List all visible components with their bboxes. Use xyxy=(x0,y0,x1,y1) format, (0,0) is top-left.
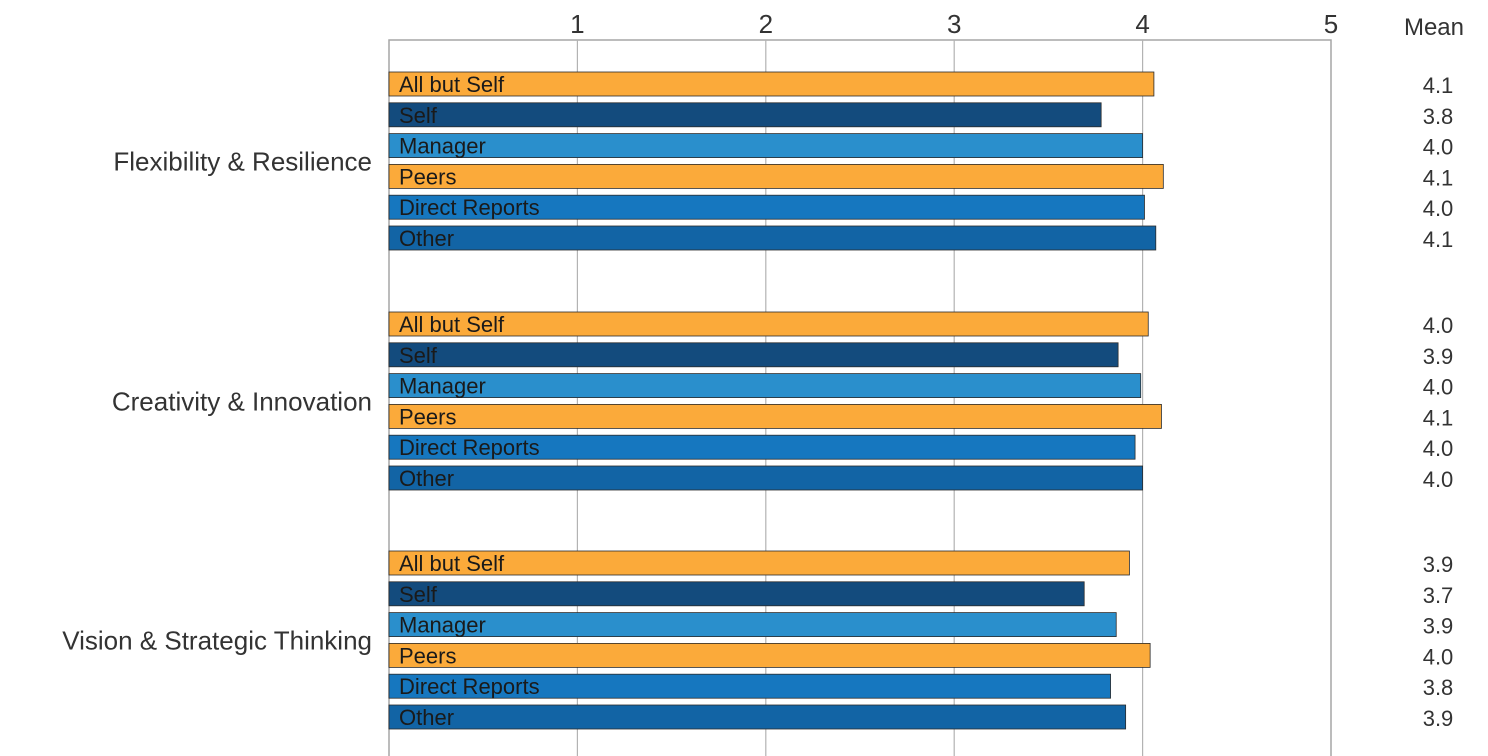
bars-layer xyxy=(388,71,1164,730)
mean-value-1-4: 4.0 xyxy=(1423,436,1454,461)
bar-2-3 xyxy=(388,643,1151,668)
mean-value-2-1: 3.7 xyxy=(1423,583,1454,608)
mean-value-2-3: 4.0 xyxy=(1423,644,1454,669)
bar-1-0 xyxy=(388,311,1149,337)
bar-2-5 xyxy=(388,704,1127,730)
bar-2-0 xyxy=(388,550,1130,576)
mean-value-0-3: 4.1 xyxy=(1423,165,1454,190)
bar-label-1-1: Self xyxy=(399,343,438,368)
bar-1-4 xyxy=(388,434,1136,460)
bar-label-2-0: All but Self xyxy=(399,551,505,576)
bar-1-3 xyxy=(388,403,1162,429)
group-label-1: Creativity & Innovation xyxy=(112,386,372,416)
bar-label-2-5: Other xyxy=(399,705,454,730)
bar-label-0-3: Peers xyxy=(399,164,456,189)
mean-value-1-1: 3.9 xyxy=(1423,344,1454,369)
mean-value-1-5: 4.0 xyxy=(1423,467,1454,492)
mean-value-1-0: 4.0 xyxy=(1423,313,1454,338)
bar-label-1-2: Manager xyxy=(399,374,486,399)
bar-label-0-1: Self xyxy=(399,103,438,128)
mean-value-2-2: 3.9 xyxy=(1423,614,1454,639)
bar-label-2-3: Peers xyxy=(399,643,456,668)
x-tick-label-1: 1 xyxy=(570,9,584,39)
bar-2-2 xyxy=(388,612,1117,637)
bar-label-2-4: Direct Reports xyxy=(399,674,540,699)
bar-0-2 xyxy=(388,133,1143,159)
mean-value-1-3: 4.1 xyxy=(1423,405,1454,430)
x-tick-label-4: 4 xyxy=(1135,9,1149,39)
mean-value-2-4: 3.8 xyxy=(1423,675,1454,700)
mean-value-0-1: 3.8 xyxy=(1423,104,1454,129)
bar-0-1 xyxy=(388,102,1102,128)
bar-1-5 xyxy=(388,465,1143,491)
bar-1-2 xyxy=(388,373,1142,399)
bar-1-1 xyxy=(388,342,1119,368)
bar-2-1 xyxy=(388,581,1085,607)
mean-value-0-4: 4.0 xyxy=(1423,196,1454,221)
x-tick-label-5: 5 xyxy=(1324,9,1338,39)
mean-value-1-2: 4.0 xyxy=(1423,375,1454,400)
bar-label-1-3: Peers xyxy=(399,404,456,429)
bar-label-0-0: All but Self xyxy=(399,72,505,97)
mean-value-0-0: 4.1 xyxy=(1423,73,1454,98)
bar-label-1-5: Other xyxy=(399,466,454,491)
bar-0-4 xyxy=(388,194,1145,220)
x-tick-label-2: 2 xyxy=(759,9,773,39)
bar-label-0-2: Manager xyxy=(399,134,486,159)
group-label-2: Vision & Strategic Thinking xyxy=(62,625,372,655)
x-tick-label-3: 3 xyxy=(947,9,961,39)
mean-value-2-5: 3.9 xyxy=(1423,706,1454,731)
mean-value-0-2: 4.0 xyxy=(1423,135,1454,160)
mean-value-2-0: 3.9 xyxy=(1423,552,1454,577)
mean-header: Mean xyxy=(1404,14,1464,41)
group-label-0: Flexibility & Resilience xyxy=(113,146,372,176)
bar-0-3 xyxy=(388,163,1164,189)
labels-layer: 1 2 3 4 5 All but Self 4.1 Self 3.8 Manager 4.0 Pee… xyxy=(62,9,1453,731)
bar-label-2-2: Manager xyxy=(399,613,486,638)
bar-label-1-0: All but Self xyxy=(399,312,505,337)
bar-label-1-4: Direct Reports xyxy=(399,435,540,460)
bar-label-2-1: Self xyxy=(399,582,438,607)
bar-2-4 xyxy=(388,673,1111,699)
bar-0-5 xyxy=(388,225,1157,251)
bar-label-0-5: Other xyxy=(399,226,454,251)
bar-0-0 xyxy=(388,71,1155,97)
bar-label-0-4: Direct Reports xyxy=(399,195,540,220)
mean-value-0-5: 4.1 xyxy=(1423,227,1454,252)
